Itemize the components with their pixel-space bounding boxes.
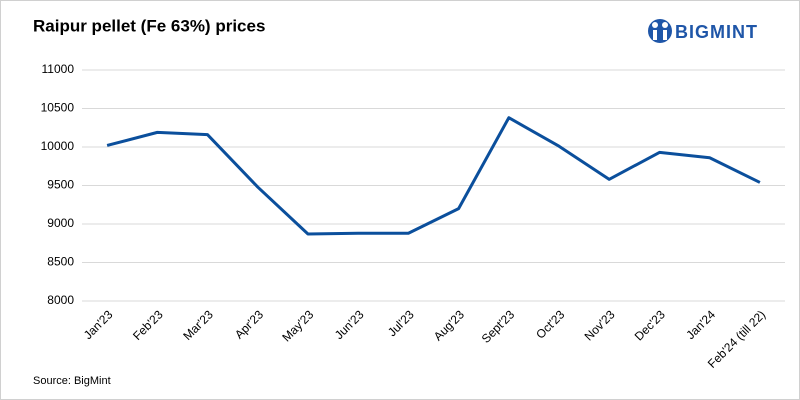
y-tick-label: 10000 bbox=[41, 139, 75, 153]
logo: BIGMINT bbox=[648, 19, 758, 43]
y-tick-label: 11000 bbox=[42, 62, 75, 76]
y-tick-label: 8000 bbox=[47, 293, 74, 307]
logo-text: BIGMINT bbox=[675, 22, 758, 42]
logo-icon-dot bbox=[652, 22, 658, 28]
logo-icon-dot bbox=[662, 22, 668, 28]
logo-icon bbox=[648, 19, 672, 43]
y-tick-label: 9500 bbox=[47, 178, 74, 192]
y-tick-label: 9000 bbox=[47, 216, 74, 230]
logo-icon-bar bbox=[653, 30, 657, 40]
logo-icon-bar bbox=[663, 30, 667, 40]
chart-title: Raipur pellet (Fe 63%) prices bbox=[33, 16, 265, 35]
y-tick-label: 10500 bbox=[41, 101, 75, 115]
source-note: Source: BigMint bbox=[33, 375, 111, 387]
price-line bbox=[106, 116, 761, 236]
y-tick-label: 8500 bbox=[47, 255, 74, 269]
